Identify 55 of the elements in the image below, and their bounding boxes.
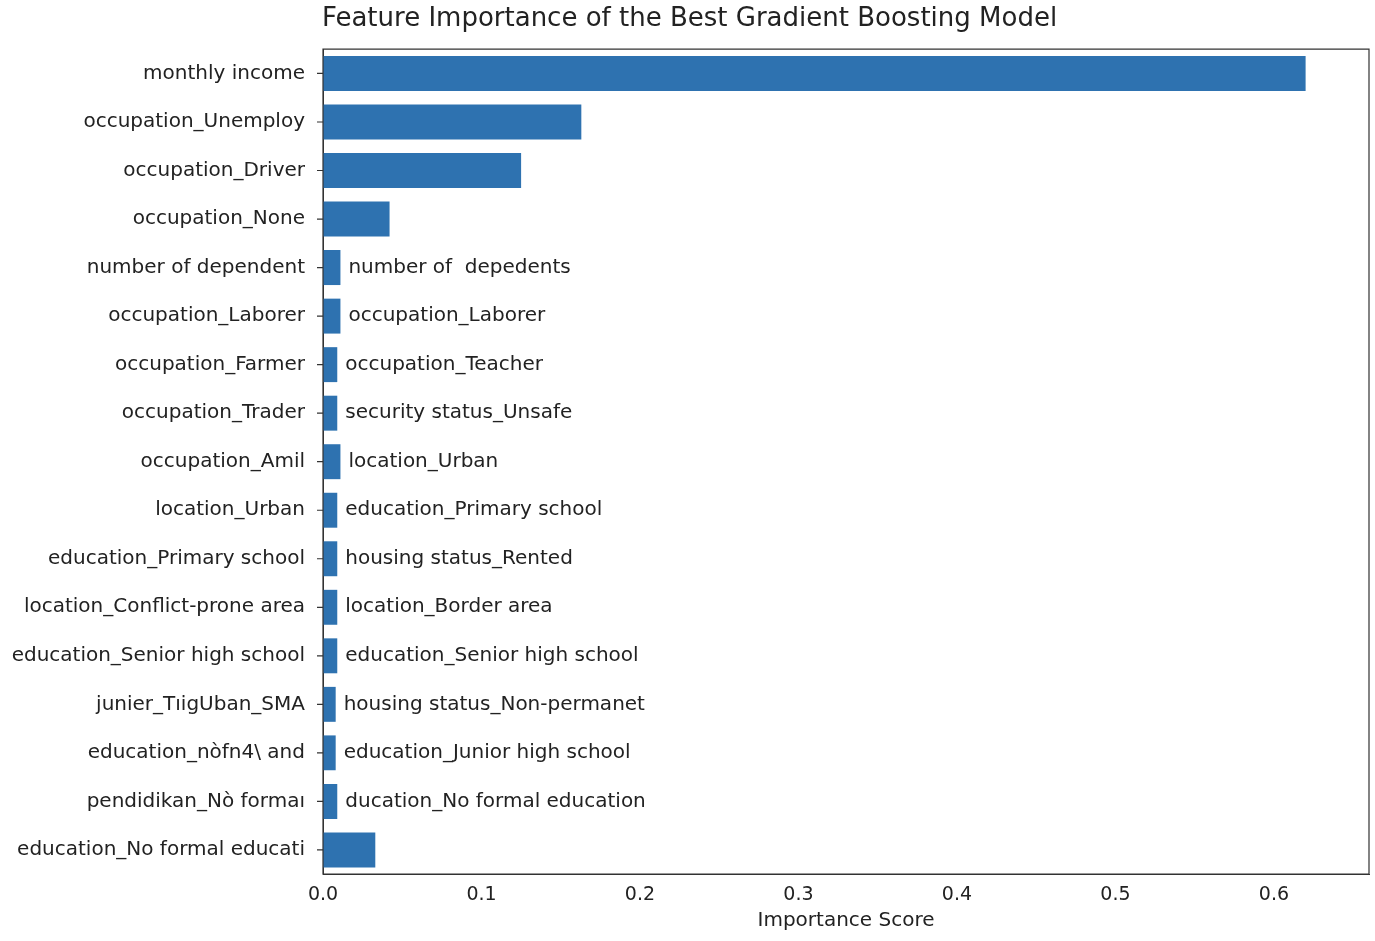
x-tick-label: 0.1 bbox=[466, 881, 497, 904]
annotation: occupation_Laborer bbox=[348, 302, 547, 327]
bar bbox=[323, 201, 390, 237]
bar bbox=[323, 686, 336, 722]
y-tick-label: education_No formal educati bbox=[17, 836, 305, 861]
bar bbox=[323, 589, 338, 625]
annotation: ducation_No formal education bbox=[345, 787, 646, 812]
y-tick-label: occupation_Farmer bbox=[115, 350, 306, 375]
annotation: location_Border area bbox=[345, 593, 553, 618]
bar bbox=[323, 444, 341, 480]
bar bbox=[323, 735, 336, 771]
x-tick-label: 0.3 bbox=[783, 881, 814, 904]
y-tick-label: education_nòfn4\ and bbox=[87, 739, 305, 764]
y-tick-label: education_Senior high school bbox=[11, 642, 305, 667]
y-tick-label: education_Primary school bbox=[47, 544, 305, 569]
annotation: education_Primary school bbox=[345, 496, 603, 521]
annotation: location_Urban bbox=[348, 447, 499, 472]
y-tick-label: monthly income bbox=[143, 59, 305, 84]
annotation: education_Senior high school bbox=[345, 642, 639, 667]
annotation: housing status_Non-permanet bbox=[343, 690, 646, 715]
bar bbox=[323, 492, 338, 528]
y-tick-label: occupation_None bbox=[132, 205, 305, 230]
bar bbox=[323, 395, 338, 431]
bar bbox=[323, 783, 338, 819]
y-tick-label: junier_TıigUban_SMA bbox=[95, 690, 306, 715]
x-tick-label: 0.5 bbox=[1100, 881, 1131, 904]
x-axis-title: Importance Score bbox=[757, 907, 935, 932]
bar bbox=[323, 104, 582, 140]
bar bbox=[323, 541, 338, 577]
bar bbox=[323, 638, 338, 674]
y-tick-label: occupation_Laborer bbox=[108, 302, 306, 327]
y-tick-label: pendidikan_Nò formaı bbox=[86, 787, 305, 812]
y-tick-label: occupation_Amil bbox=[140, 447, 305, 472]
annotation: number of depedents bbox=[348, 253, 571, 278]
x-tick-label: 0.0 bbox=[307, 881, 339, 904]
y-tick-label: location_Conflict-prone area bbox=[23, 593, 305, 618]
bar bbox=[323, 250, 341, 286]
y-tick-label: occupation_Unemploy bbox=[83, 108, 306, 133]
bar bbox=[323, 298, 341, 334]
annotation: housing status_Rented bbox=[345, 544, 573, 569]
x-tick-label: 0.4 bbox=[941, 881, 973, 904]
bar bbox=[323, 55, 1306, 91]
annotation: occupation_Teacher bbox=[345, 350, 544, 375]
chart-title: Feature Importance of the Best Gradient Boosting Model bbox=[321, 2, 1058, 33]
bar bbox=[323, 347, 338, 383]
annotation: security status_Unsafe bbox=[345, 399, 573, 424]
y-tick-label: location_Urban bbox=[155, 496, 305, 521]
x-tick-label: 0.2 bbox=[624, 881, 656, 904]
bar bbox=[323, 153, 522, 188]
y-tick-label: occupation_Trader bbox=[121, 399, 306, 424]
y-tick-label: number of dependent bbox=[86, 253, 306, 278]
y-tick-label: occupation_Driver bbox=[123, 156, 306, 181]
annotation: education_Junior high school bbox=[343, 739, 631, 764]
x-tick-label: 0.6 bbox=[1258, 881, 1290, 904]
bar bbox=[323, 832, 376, 868]
